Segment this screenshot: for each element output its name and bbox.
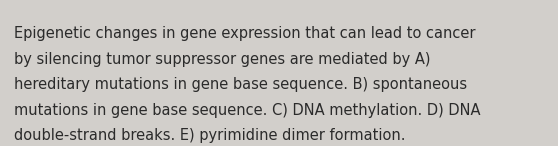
Text: mutations in gene base sequence. C) DNA methylation. D) DNA: mutations in gene base sequence. C) DNA …: [14, 103, 480, 118]
Text: hereditary mutations in gene base sequence. B) spontaneous: hereditary mutations in gene base sequen…: [14, 77, 467, 92]
Text: double-strand breaks. E) pyrimidine dimer formation.: double-strand breaks. E) pyrimidine dime…: [14, 128, 406, 144]
Text: by silencing tumor suppressor genes are mediated by A): by silencing tumor suppressor genes are …: [14, 52, 430, 67]
Text: Epigenetic changes in gene expression that can lead to cancer: Epigenetic changes in gene expression th…: [14, 26, 475, 41]
